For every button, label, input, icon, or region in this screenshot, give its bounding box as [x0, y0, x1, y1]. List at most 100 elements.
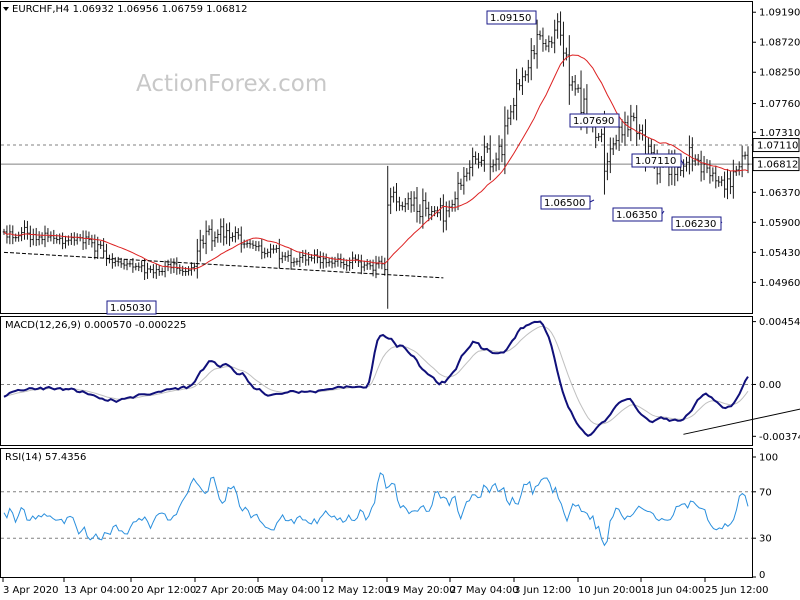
annotation-label: 1.09150	[490, 13, 531, 24]
annotation-box	[569, 113, 620, 128]
price-bar	[444, 201, 448, 231]
price-bar	[521, 67, 524, 95]
price-bar	[90, 234, 94, 248]
price-bar	[474, 151, 477, 165]
rsi-polyline	[3, 472, 749, 547]
price-bar	[75, 233, 79, 245]
price-bar	[286, 250, 290, 262]
x-tick-label: 25 Jun 12:00	[705, 585, 769, 596]
annotation-label: 1.07690	[573, 116, 614, 127]
price-bar	[52, 229, 56, 245]
price-bar	[157, 265, 161, 276]
price-bar	[160, 267, 164, 276]
price-bar	[58, 233, 61, 245]
price-bar	[606, 152, 609, 181]
price-annotation: 1.06230	[671, 216, 723, 231]
y-tick-label: 1.07760	[759, 99, 800, 110]
price-bar	[231, 232, 234, 242]
price-bar	[20, 227, 23, 242]
price-bar	[348, 257, 351, 271]
price-annotations: 1.05030 1.09150 1.07690 1.06500 1.07110 1.063…	[106, 10, 723, 315]
price-bar	[324, 253, 328, 268]
x-tick-label: 20 Apr 12:00	[131, 585, 196, 596]
price-bar	[468, 160, 472, 181]
price-bar	[529, 38, 533, 81]
price-bar	[365, 259, 369, 270]
price-bar	[494, 152, 498, 172]
x-tick-label: 10 Jun 20:00	[578, 585, 642, 596]
sma-polyline	[3, 54, 749, 270]
price-bar	[380, 255, 384, 270]
price-bar	[283, 252, 287, 261]
annotation-label: 1.06230	[675, 219, 716, 230]
rsi-title: RSI(14) 57.4356	[5, 452, 86, 463]
price-bar	[216, 229, 220, 243]
macd-title: MACD(12,26,9) 0.000570 -0.000225	[5, 320, 186, 331]
price-bar	[122, 259, 126, 270]
price-bar	[152, 264, 155, 279]
price-bar	[321, 252, 325, 269]
price-bar	[34, 227, 38, 247]
price-bar	[181, 265, 184, 276]
y-tick-label: 1.04960	[759, 278, 800, 289]
macd-panel-frame	[0, 316, 753, 446]
price-bar	[49, 231, 53, 242]
rsi-levels	[1, 491, 752, 539]
price-bar	[207, 225, 211, 236]
price-bar	[486, 142, 489, 153]
price-bar	[213, 231, 217, 247]
price-bar	[705, 159, 709, 174]
price-bar	[491, 159, 495, 173]
price-bar	[245, 239, 249, 248]
price-annotation: 1.07110	[631, 153, 685, 168]
price-bar	[503, 106, 507, 175]
price-bar	[263, 247, 266, 259]
y-tick-label: 1.06370	[759, 188, 800, 199]
price-bar	[219, 218, 223, 243]
price-bar	[711, 167, 715, 182]
price-bar	[40, 232, 44, 245]
watermark: ActionForex.com	[136, 71, 327, 97]
price-bar	[301, 250, 305, 263]
y-tick-label: 1.05430	[759, 248, 800, 259]
price-bar	[611, 137, 615, 156]
price-bar	[242, 239, 246, 249]
price-bar	[43, 225, 47, 248]
price-bar	[360, 254, 363, 275]
price-bar	[714, 165, 718, 189]
y-tick-label: 1.08250	[759, 68, 800, 79]
price-bar	[743, 151, 747, 160]
price-bar	[327, 257, 331, 267]
price-bar	[406, 192, 410, 210]
price-bar	[702, 155, 706, 181]
price-bar	[93, 234, 97, 260]
price-bar	[527, 59, 530, 83]
price-bar	[383, 257, 387, 276]
y-tick-label: 30	[759, 534, 772, 545]
price-bar	[345, 259, 349, 271]
price-bar	[597, 133, 600, 142]
price-bar	[442, 194, 445, 233]
price-bar	[260, 239, 264, 260]
price-bar	[187, 266, 190, 276]
support-trendline	[3, 251, 444, 279]
price-bar	[641, 124, 644, 141]
price-bar	[717, 176, 721, 187]
price-bar	[222, 218, 225, 246]
price-bar	[172, 258, 176, 274]
price-bar	[708, 160, 712, 184]
price-bar	[477, 152, 480, 169]
price-bar	[547, 35, 551, 53]
price-bar	[509, 104, 513, 126]
price-bar	[424, 192, 428, 217]
price-bar	[289, 248, 293, 270]
price-bar	[465, 168, 469, 182]
price-bar	[169, 258, 173, 274]
y-tick-label: 100	[759, 453, 778, 464]
price-bar	[447, 200, 451, 218]
price-bar	[568, 35, 571, 105]
dropdown-triangle-icon[interactable]	[3, 7, 9, 11]
price-bar	[720, 176, 723, 187]
price-bar	[576, 84, 580, 93]
